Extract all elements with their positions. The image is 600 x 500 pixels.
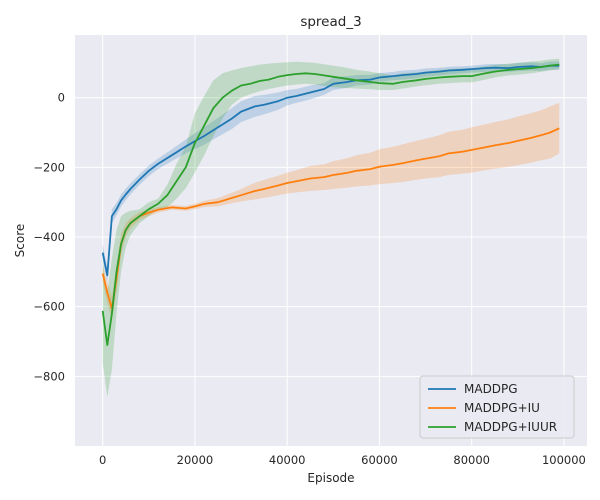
legend-box [419,375,575,439]
legend-entry: MADDPG [464,382,518,396]
y-tick-label: −400 [33,230,65,244]
legend: MADDPG MADDPG+IU MADDPG+IUUR [419,375,575,439]
series-lines [101,63,560,346]
x-tick-label: 60000 [361,453,398,467]
series-line [101,127,560,310]
y-tick-label: −600 [33,300,65,314]
y-tick-label: −200 [33,160,65,174]
y-tick-label: −800 [33,369,65,383]
x-tick-label: 80000 [453,453,490,467]
x-axis-label: Episode [307,471,354,485]
grid [75,35,587,446]
legend-entry: MADDPG+IUUR [464,420,557,434]
y-axis-label: Score [13,224,27,258]
x-tick-label: 100000 [542,453,586,467]
confidence-bands [102,58,560,398]
series-line [101,63,560,346]
x-tick-label: 0 [99,453,106,467]
y-tick-label: 0 [58,91,65,105]
chart-title: spread_3 [300,14,361,30]
tick-labels: 0 20000 40000 60000 80000 100000 −800 −600 −400 −… [33,91,585,467]
confidence-band [102,102,560,321]
x-tick-label: 20000 [177,453,214,467]
legend-entry: MADDPG+IU [464,401,540,415]
series-line [101,64,560,277]
x-tick-label: 40000 [269,453,306,467]
